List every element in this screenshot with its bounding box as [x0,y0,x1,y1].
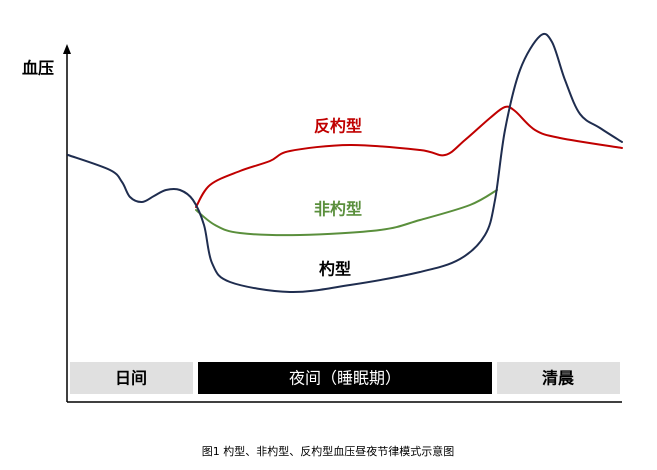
day-period [70,362,193,394]
dipper-label: 杓型 [319,260,351,279]
day-label: 日间 [115,369,147,388]
morning-period [497,362,620,394]
dipper-curve [67,32,623,294]
non-dipper-label: 非杓型 [314,200,362,219]
night-period [198,362,492,394]
morning-label: 清晨 [542,369,575,388]
y-axis-arrow [63,44,71,54]
night-label: 夜间（睡眠期） [289,369,401,388]
caption: 图1 杓型、非杓型、反杓型血压昼夜节律模式示意图 [202,444,455,458]
non-dipper-curve [195,189,498,237]
y-axis-label: 血压 [22,59,54,78]
reverse-dipper-curve [195,105,623,208]
reverse-dipper-label: 反杓型 [314,117,362,136]
